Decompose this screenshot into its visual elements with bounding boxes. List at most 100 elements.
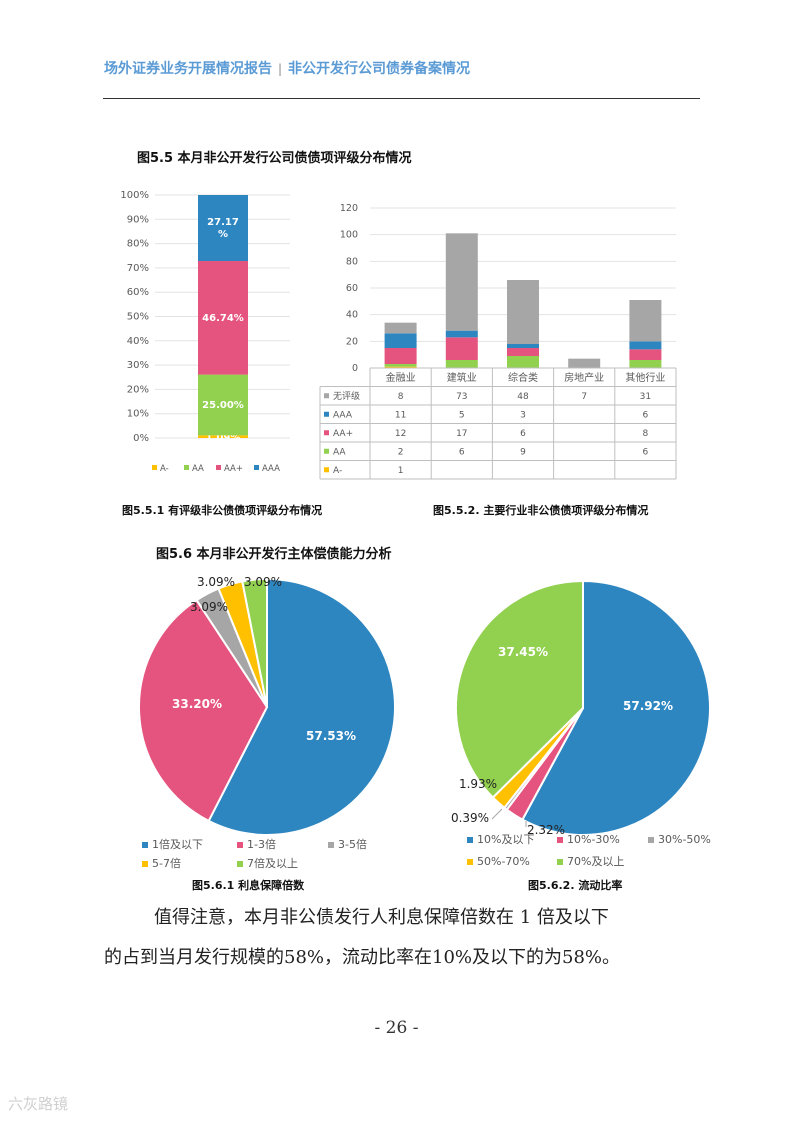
page-number: - 26 - [374, 1018, 419, 1038]
legend-swatch [254, 465, 259, 470]
bar-segment-AAA [198, 195, 248, 262]
pie-data-label: 57.92% [623, 699, 673, 713]
x-category-label: 房地产业 [564, 371, 604, 384]
table-cell-value: 12 [395, 429, 406, 439]
pie-data-label: 3.09% [244, 575, 282, 589]
table-cell-value: 11 [395, 411, 406, 421]
legend-label: 7倍及以上 [247, 856, 298, 870]
legend-label: 10%及以下 [477, 833, 534, 846]
pie-slice-10%及以下 [521, 579, 711, 836]
table-cell-value: 1 [398, 466, 404, 476]
bar-segment-AA [198, 374, 248, 436]
data-label: 25.00% [202, 400, 244, 411]
table-cell-value: 6 [643, 448, 649, 458]
table-cell-value: 9 [520, 448, 526, 458]
bar-segment-AA+ [198, 261, 248, 375]
bar-segment-无评级 [629, 300, 662, 342]
table-cell-value: 6 [643, 411, 649, 421]
caption-5-5-1: 图5.5.1 有评级非公债债项评级分布情况 [122, 504, 323, 517]
pie-data-label: 37.45% [498, 645, 548, 659]
legend-swatch [557, 837, 563, 843]
legend-label: 3-5倍 [338, 837, 367, 851]
caption-5-6-2: 图5.6.2. 流动比率 [528, 879, 623, 892]
y-tick-label: 20 [346, 336, 358, 347]
legend-swatch [557, 859, 563, 865]
bar-segment-A- [384, 366, 417, 368]
leader-line [491, 808, 503, 820]
bar-segment-无评级 [568, 358, 601, 368]
legend-swatch [648, 837, 654, 843]
pie-data-label: 3.09% [197, 575, 235, 589]
table-legend-swatch [324, 467, 329, 473]
pie-data-label: 2.32% [527, 823, 565, 837]
bar-segment-无评级 [384, 322, 417, 334]
legend-label: 10%-30% [567, 833, 620, 846]
table-legend-swatch [324, 448, 329, 454]
bar-segment-AAA [445, 330, 478, 338]
data-label: % [218, 229, 228, 240]
bar-segment-AA [384, 364, 417, 367]
table-legend-swatch [324, 411, 329, 417]
legend-label: A- [160, 464, 169, 474]
bar-segment-无评级 [445, 233, 478, 331]
pie-slice-7倍及以上 [241, 577, 268, 708]
y-tick-label: 120 [340, 203, 358, 214]
table-cell-value: 31 [640, 392, 651, 402]
y-tick-label: 80 [346, 256, 358, 267]
y-tick-label: 70% [127, 263, 149, 274]
watermark-logo: 六灰路镜 [8, 1095, 69, 1113]
table-cell-value: 8 [643, 429, 649, 439]
x-category-label: 建筑业 [447, 371, 477, 384]
figure-5-5-title: 图5.5 本月非公开发行公司债债项评级分布情况 [137, 151, 412, 166]
body-line-2: 的占到当月发行规模的58%，流动比率在10%及以下的为58%。 [104, 947, 621, 968]
x-category-label: 其他行业 [625, 371, 665, 384]
legend-swatch [142, 842, 148, 848]
legend-label: AA+ [224, 464, 243, 474]
body-line-1: 值得注意，本月非公债发行人利息保障倍数在 1 倍及以下 [154, 907, 609, 928]
y-tick-label: 50% [127, 312, 149, 323]
table-legend-swatch [324, 430, 329, 436]
current-ratio-pie-chart: 57.92% 2.32% 0.39% 1.93% 37.45% 10%及以下 10%-30%… [451, 579, 711, 868]
header-left: 场外证券业务开展情况报告 [104, 61, 272, 77]
table-cell-value: 73 [456, 392, 467, 402]
caption-5-6-1: 图5.6.1 利息保障倍数 [192, 879, 305, 892]
legend-swatch [237, 861, 243, 867]
y-tick-label: 0 [352, 363, 358, 374]
y-tick-label: 20% [127, 384, 149, 395]
y-tick-label: 90% [127, 214, 149, 225]
legend-swatch [237, 842, 243, 848]
legend-swatch [184, 465, 189, 470]
y-tick-label: 30% [127, 360, 149, 371]
header-separator: | [278, 62, 283, 76]
table-cell-value: 8 [398, 392, 404, 402]
legend-label: 30%-50% [658, 833, 711, 846]
legend-label: 1倍及以下 [152, 837, 203, 851]
y-tick-label: 40 [346, 310, 358, 321]
data-label: 1.09% [206, 433, 241, 444]
table-cell-value: 6 [520, 429, 526, 439]
legend-swatch [152, 465, 157, 470]
legend-swatch [467, 837, 473, 843]
figure-5-6-title: 图5.6 本月非公开发行主体偿债能力分析 [156, 547, 392, 562]
legend-label: AA [192, 464, 204, 474]
legend-swatch [467, 859, 473, 865]
pie-slice-70%及以上 [455, 579, 584, 799]
header-rule [103, 98, 700, 99]
data-label: 46.74% [202, 313, 244, 324]
rating-stacked-bar-chart: 0% 10% 20% 30% 40% 50% 60% 70% 80% 90% 100% 1.09% 25… [120, 190, 290, 474]
legend-label: AAA [262, 464, 280, 474]
bar-segment-A- [198, 435, 248, 438]
caption-5-5-2: 图5.5.2. 主要行业非公债债项评级分布情况 [433, 504, 649, 517]
pie-slice-1倍及以下 [207, 577, 396, 836]
pie-data-label: 0.39% [451, 811, 489, 825]
y-tick-label: 60 [346, 283, 358, 294]
bar-segment-AAA [629, 341, 662, 350]
table-row-label: AA+ [333, 429, 353, 439]
pie-data-label: 3.09% [190, 600, 228, 614]
legend-label: 70%及以上 [567, 855, 624, 868]
bar-segment-无评级 [507, 280, 539, 344]
legend-swatch [142, 861, 148, 867]
table-legend-swatch [324, 393, 329, 399]
pie-slice-1-3倍 [138, 598, 269, 823]
bar-segment-AA [629, 360, 662, 368]
